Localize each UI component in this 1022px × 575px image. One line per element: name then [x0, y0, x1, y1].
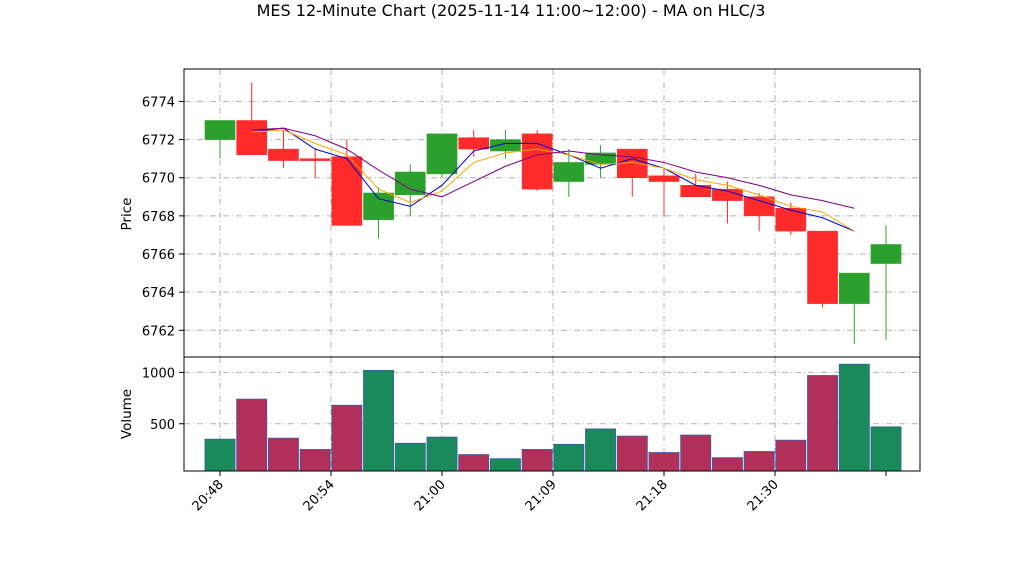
volume-bar	[553, 443, 585, 472]
x-axis-ticks: 20:48 20:54 21:00 21:09 21:18 21:30	[190, 471, 887, 514]
volume-bar	[267, 437, 299, 472]
candle-body	[807, 230, 838, 304]
x-tick-label: 21:00	[412, 477, 449, 514]
price-y-tick-label: 6774	[142, 95, 175, 110]
volume-bar	[775, 439, 807, 472]
volume-axis-label: Volume	[119, 389, 135, 439]
candle-body	[870, 244, 902, 264]
x-tick-label: 21:09	[523, 477, 560, 514]
candle	[426, 133, 458, 178]
volume-bar	[838, 363, 870, 472]
candle	[394, 164, 426, 216]
ma-line	[251, 127, 855, 232]
candle-body	[490, 139, 521, 152]
volume-bar	[458, 454, 490, 472]
ma-line	[251, 127, 855, 209]
volume-panel: 500 1000 Volume	[119, 356, 921, 472]
chart-title: MES 12-Minute Chart (2025-11-14 11:00~12…	[257, 1, 766, 20]
candle-body	[394, 171, 426, 196]
candle	[204, 120, 236, 159]
price-moving-averages	[251, 127, 855, 232]
volume-bar	[616, 435, 648, 472]
candle-body	[236, 120, 268, 156]
volume-y-tick-label: 1000	[142, 366, 175, 381]
x-tick-label: 21:18	[634, 477, 671, 514]
volume-bar	[585, 428, 617, 472]
price-y-ticks: 6762 6764 6766 6768 6770 6772 6774	[142, 95, 184, 339]
candle-body	[363, 192, 394, 220]
ma-line	[251, 129, 855, 232]
volume-bar	[743, 451, 775, 472]
candle-body	[521, 133, 553, 190]
candle-body	[743, 196, 775, 217]
volume-bar	[807, 375, 839, 472]
candle	[870, 225, 902, 340]
candle	[458, 130, 490, 157]
candle-body	[648, 175, 680, 182]
candle	[299, 149, 331, 178]
candle	[807, 230, 838, 308]
volume-bar	[394, 442, 426, 472]
volume-bar	[680, 434, 712, 472]
candle-body	[299, 158, 331, 161]
volume-bar	[426, 436, 458, 472]
candle-body	[553, 162, 585, 182]
volume-bar	[648, 452, 680, 472]
candle-body	[775, 207, 807, 232]
price-y-tick-label: 6766	[142, 248, 175, 263]
candle-body	[426, 133, 458, 175]
volume-bar	[489, 458, 521, 472]
candle-body	[712, 188, 743, 201]
x-tick-label: 21:30	[745, 477, 782, 514]
candle	[363, 187, 394, 239]
candle	[521, 130, 553, 192]
candle	[743, 192, 775, 232]
volume-bar	[711, 457, 743, 472]
x-tick-label: 20:48	[190, 477, 227, 514]
candle	[490, 130, 521, 159]
candle-body	[268, 148, 299, 161]
price-axis-label: Price	[119, 198, 135, 231]
candle-body	[838, 272, 870, 304]
volume-bar	[236, 398, 268, 472]
volume-bar	[870, 426, 902, 472]
volume-y-ticks: 500 1000	[142, 366, 184, 433]
candle	[775, 202, 807, 235]
candle	[838, 272, 870, 344]
candle-body	[458, 137, 490, 150]
candle	[648, 168, 680, 216]
price-y-tick-label: 6764	[142, 286, 175, 301]
candle	[331, 139, 363, 226]
volume-axes-frame	[183, 356, 921, 472]
price-axes-frame	[183, 68, 921, 358]
volume-bar	[299, 449, 331, 472]
price-y-tick-label: 6768	[142, 210, 175, 225]
candle	[712, 181, 743, 224]
price-y-tick-label: 6772	[142, 134, 175, 149]
price-candles	[204, 82, 902, 344]
candle-body	[204, 120, 236, 140]
volume-y-tick-label: 500	[150, 418, 175, 433]
price-y-tick-label: 6762	[142, 324, 175, 339]
volume-bar	[521, 449, 553, 472]
candle	[236, 82, 268, 156]
candle	[553, 149, 585, 197]
volume-bar	[331, 404, 363, 472]
candle-body	[331, 156, 363, 226]
volume-bar	[363, 369, 395, 472]
candle	[268, 130, 299, 169]
x-tick-label: 20:54	[301, 477, 338, 514]
volume-bars	[204, 363, 902, 472]
price-panel: 6762 6764 6766 6768 6770 6772 6774 Price	[119, 68, 921, 358]
price-grid	[184, 69, 920, 357]
volume-bar	[204, 438, 236, 472]
price-y-tick-label: 6770	[142, 172, 175, 187]
